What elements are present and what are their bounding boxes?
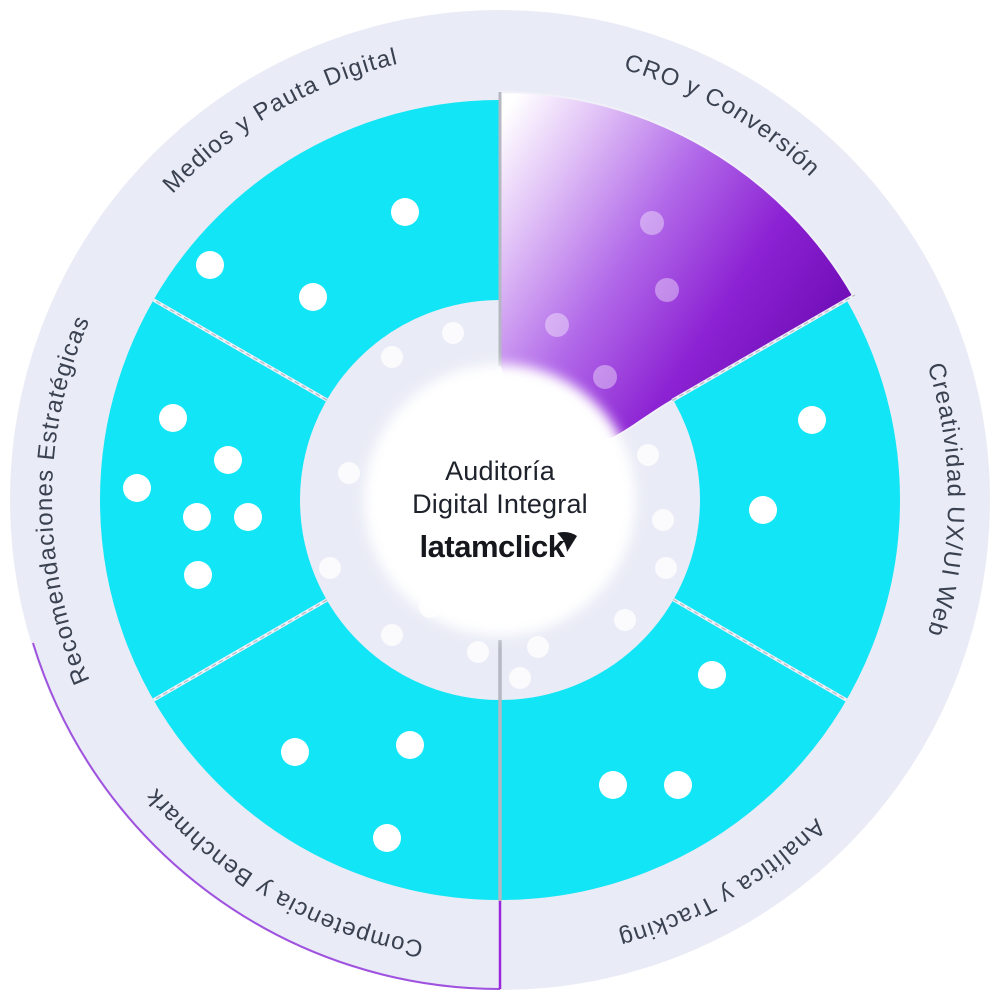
dot (184, 561, 212, 589)
divider-240deg-texture (153, 599, 328, 701)
divider-300deg-texture (153, 299, 328, 401)
dot (391, 198, 419, 226)
dot (123, 474, 151, 502)
dot (545, 313, 569, 337)
dots-cyan (123, 198, 826, 852)
dot (655, 557, 677, 579)
center-circle (364, 364, 636, 636)
dot (655, 278, 679, 302)
dot (652, 509, 674, 531)
dot (593, 365, 617, 389)
dot (442, 322, 464, 344)
dot (614, 609, 636, 631)
dot (299, 283, 327, 311)
dot (798, 406, 826, 434)
divider-60deg-texture (671, 294, 856, 402)
dot (183, 503, 211, 531)
dot (381, 624, 403, 646)
dot (698, 661, 726, 689)
dot (319, 557, 341, 579)
dot (749, 496, 777, 524)
dot (373, 824, 401, 852)
dot (381, 346, 403, 368)
dots-highlight (545, 211, 679, 389)
dot (664, 771, 692, 799)
dot (338, 462, 360, 484)
dot (396, 731, 424, 759)
dot (159, 404, 187, 432)
center-title-line2: Digital Integral (412, 489, 588, 519)
dot (640, 211, 664, 235)
dot (214, 446, 242, 474)
dot (196, 251, 224, 279)
dot (509, 667, 531, 689)
center-title-line1: Auditoría (445, 456, 556, 486)
dot (637, 444, 659, 466)
dot (599, 771, 627, 799)
dot (527, 636, 549, 658)
segment-dividers (152, 92, 856, 989)
dot (234, 503, 262, 531)
divider-120deg-texture (672, 598, 847, 701)
brand-arrow-icon (557, 532, 577, 552)
dot (281, 738, 309, 766)
outer-accent-arc (32, 642, 501, 990)
dot (467, 641, 489, 663)
brand-logo-text: latamclick (420, 529, 566, 564)
